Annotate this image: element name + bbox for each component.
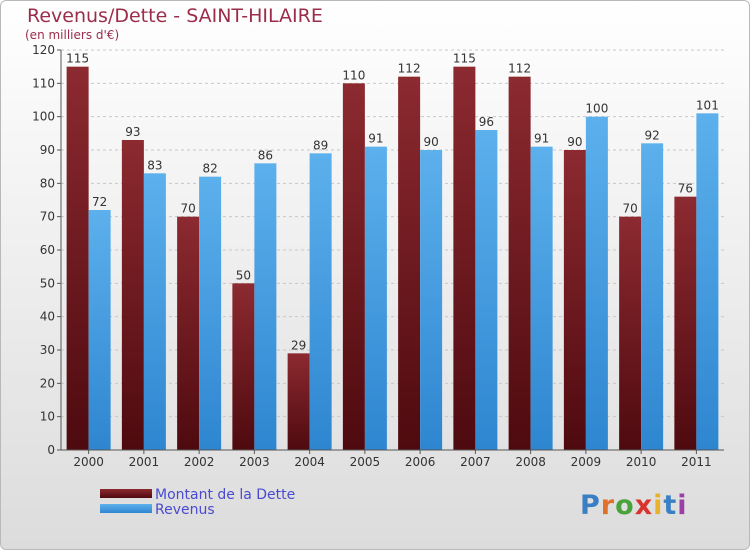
- dette-bar: [287, 353, 310, 450]
- revenus-value-label: 72: [92, 195, 107, 209]
- dette-bar: [563, 150, 586, 450]
- revenus-bar: [364, 146, 387, 450]
- y-tick-label: 100: [32, 110, 55, 124]
- legend-swatch-revenus: [100, 504, 152, 513]
- x-tick-label: 2006: [405, 455, 436, 469]
- x-tick-label: 2001: [129, 455, 160, 469]
- chart-title: Revenus/Dette - SAINT-HILAIRE: [27, 5, 323, 27]
- revenus-value-label: 82: [202, 162, 217, 176]
- revenus-bar: [309, 153, 332, 451]
- y-tick-label: 40: [40, 310, 55, 324]
- y-tick-label: 80: [40, 176, 55, 190]
- dette-value-label: 115: [66, 52, 89, 66]
- revenus-value-label: 91: [368, 132, 383, 146]
- dette-value-label: 110: [342, 68, 365, 82]
- revenus-bar: [641, 143, 664, 451]
- y-tick-label: 70: [40, 210, 55, 224]
- dette-value-label: 115: [453, 52, 476, 66]
- dette-value-label: 93: [125, 125, 140, 139]
- revenus-value-label: 91: [534, 132, 549, 146]
- dette-bar: [66, 66, 89, 451]
- x-tick-label: 2008: [515, 455, 546, 469]
- x-tick-label: 2002: [184, 455, 215, 469]
- y-tick-label: 60: [40, 243, 55, 257]
- revenus-value-label: 96: [479, 115, 494, 129]
- revenus-value-label: 100: [585, 102, 608, 116]
- dette-bar: [342, 83, 365, 450]
- logo-letter: t: [663, 490, 678, 521]
- y-tick-label: 110: [32, 76, 55, 90]
- logo-letter: i: [677, 490, 688, 521]
- proxiti-logo: Proxiti: [580, 490, 688, 521]
- x-tick-label: 2011: [681, 455, 712, 469]
- x-tick-label: 2009: [571, 455, 602, 469]
- y-tick-label: 120: [32, 43, 55, 57]
- y-tick-label: 10: [40, 410, 55, 424]
- y-tick-label: 50: [40, 276, 55, 290]
- dette-value-label: 112: [508, 62, 531, 76]
- chart-subtitle: (en milliers d'€): [25, 28, 120, 42]
- y-tick-label: 30: [40, 343, 55, 357]
- dette-bar: [398, 76, 421, 451]
- revenus-bar: [199, 176, 222, 450]
- legend-label-dette: Montant de la Dette: [155, 487, 295, 503]
- dette-bar: [177, 216, 200, 450]
- x-tick-label: 2010: [626, 455, 657, 469]
- dette-bar: [674, 196, 697, 450]
- dette-value-label: 112: [398, 62, 421, 76]
- revenus-bar: [88, 210, 111, 450]
- logo-letter: i: [653, 490, 664, 521]
- dette-bar: [619, 216, 642, 450]
- y-tick-label: 20: [40, 376, 55, 390]
- bars: [66, 66, 719, 451]
- y-tick-label: 90: [40, 143, 55, 157]
- x-tick-label: 2005: [350, 455, 381, 469]
- x-axis-ticks: 2000 2001 2002 2003 2004 2005 2006 2007 2008 2009…: [73, 450, 712, 469]
- dette-bar: [453, 66, 476, 451]
- dette-bar: [508, 76, 531, 451]
- x-tick-label: 2000: [73, 455, 104, 469]
- revenus-bar: [143, 173, 166, 451]
- axes: [60, 50, 724, 451]
- logo-letter: x: [634, 490, 654, 521]
- dette-value-label: 70: [622, 202, 637, 216]
- revenus-bar: [585, 116, 608, 451]
- grid-lines: [61, 49, 724, 418]
- revenus-bar: [530, 146, 553, 450]
- dette-value-label: 76: [678, 182, 693, 196]
- dette-value-label: 50: [236, 268, 251, 282]
- revenus-bar: [420, 150, 443, 450]
- y-axis-ticks: 0 10 20 30 40 50 60 70 80 90 100 110 120: [32, 43, 61, 457]
- revenus-bar: [475, 130, 498, 450]
- revenus-value-label: 83: [147, 158, 162, 172]
- x-tick-label: 2003: [239, 455, 270, 469]
- y-tick-label: 0: [47, 443, 55, 457]
- dette-value-label: 90: [567, 135, 582, 149]
- logo-letter: P: [580, 490, 601, 521]
- dette-value-label: 70: [180, 202, 195, 216]
- dette-value-label: 29: [291, 338, 306, 352]
- value-labels: 115 72 93 83 70 82 50 86 29 89 110 91 112 90 115 96 112 9…: [66, 52, 719, 353]
- revenus-value-label: 90: [423, 135, 438, 149]
- revenus-value-label: 86: [258, 148, 273, 162]
- logo-letter: r: [600, 490, 616, 521]
- revenus-value-label: 101: [696, 98, 719, 112]
- legend-label-revenus: Revenus: [155, 502, 215, 518]
- x-tick-label: 2004: [294, 455, 325, 469]
- legend-swatch-dette: [100, 489, 152, 498]
- revenus-value-label: 89: [313, 138, 328, 152]
- dette-bar: [232, 283, 255, 450]
- revenus-bar: [254, 163, 277, 451]
- logo-letter: o: [615, 490, 635, 521]
- x-tick-label: 2007: [460, 455, 491, 469]
- dette-bar: [121, 140, 144, 450]
- revenus-bar: [696, 113, 719, 450]
- revenus-value-label: 92: [644, 128, 659, 142]
